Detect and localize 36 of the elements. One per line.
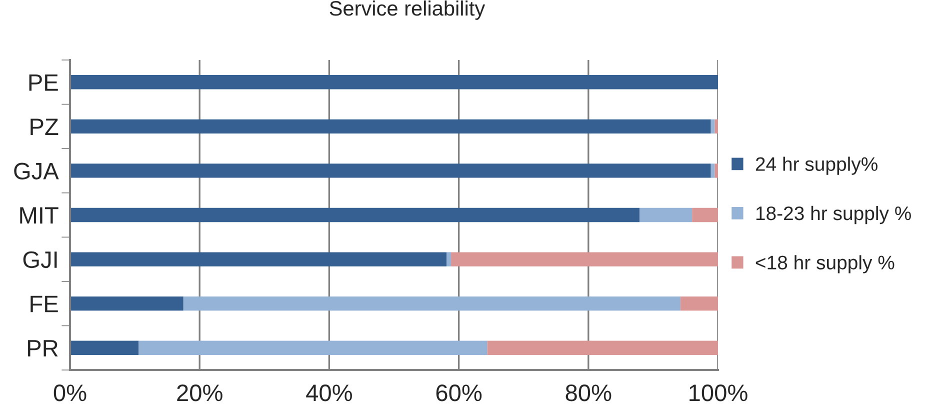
bar [70,340,139,355]
bar [714,119,718,134]
y-tick-label: FE [30,296,58,312]
bar [183,296,680,311]
chart-title: Service reliability [330,0,486,20]
x-tick-label: 0% [54,384,86,402]
bar [692,208,718,222]
bar [714,164,718,178]
x-tick-label: 20% [177,384,222,402]
bar [451,252,718,266]
y-tick-label: PZ [30,118,58,135]
y-tick-label: PR [28,340,58,356]
legend-label: 24 hr supply% [756,156,878,175]
legend-label: 18-23 hr supply % [756,206,911,224]
y-tick-label: MIT [20,207,58,224]
x-tick-label: 60% [436,384,482,402]
bar [487,340,718,355]
bar [70,208,640,222]
bar [70,252,446,266]
bar [70,75,718,90]
x-tick-label: 80% [566,384,612,402]
x-tick-label: 40% [306,384,352,402]
bar [70,164,711,178]
y-tick-label: PE [29,74,58,91]
bar [138,340,488,355]
bar [640,208,692,222]
bar [680,296,718,311]
bar [710,164,715,178]
bar [710,119,715,134]
bar [70,296,184,311]
y-tick-label: GJI [23,251,57,268]
bar [446,252,452,266]
legend-label: <18 hr supply % [756,255,894,274]
x-tick-label: 100% [690,384,748,402]
y-tick-label: GJA [14,162,59,180]
bar [70,119,711,134]
